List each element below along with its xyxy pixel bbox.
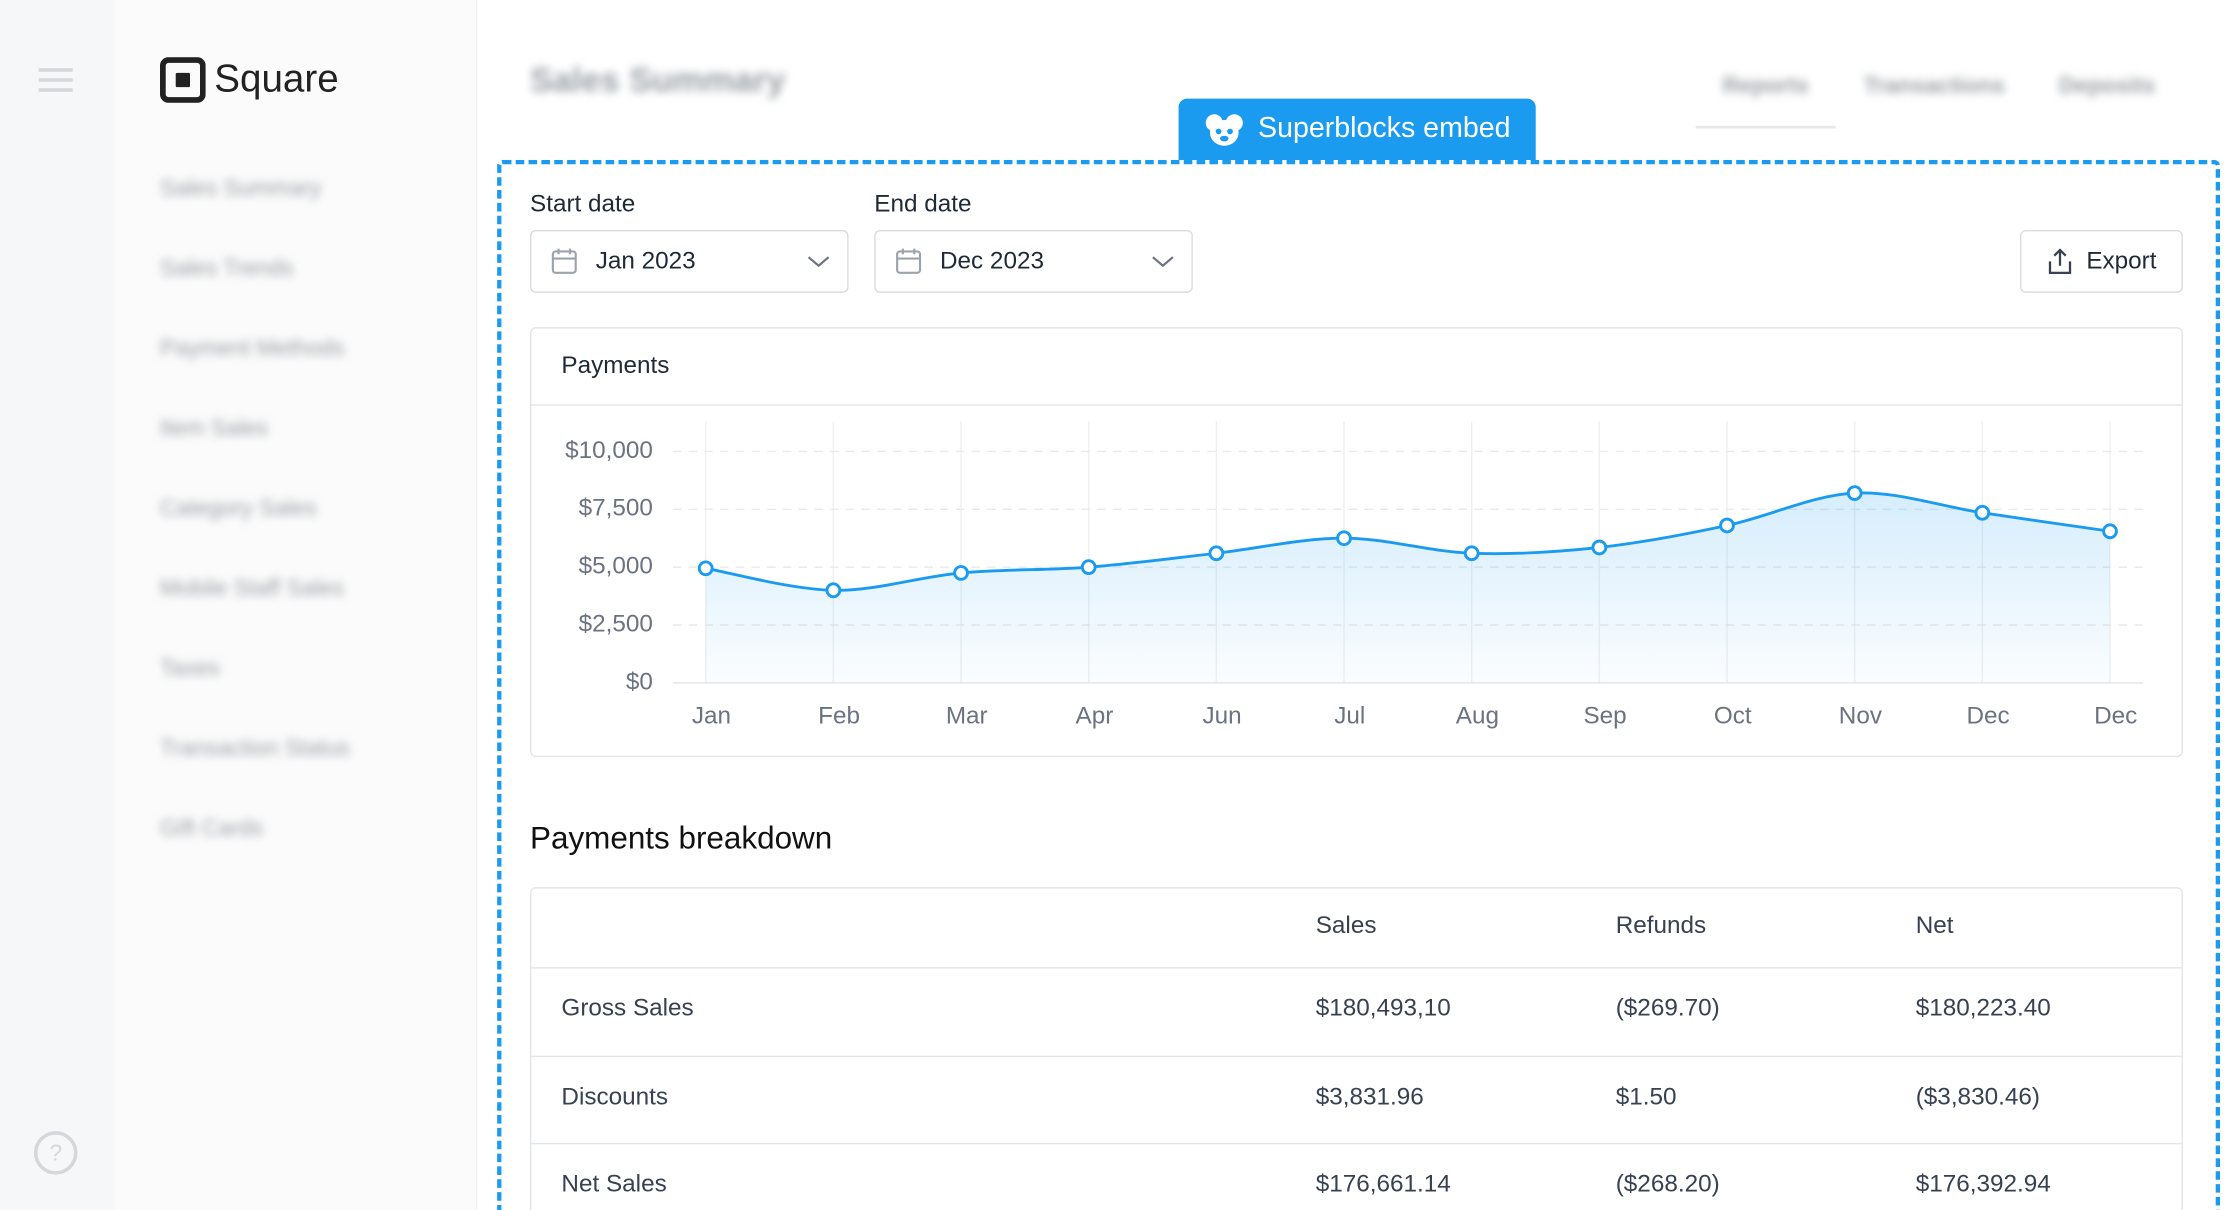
row-divider [531, 1142, 2182, 1145]
x-tick-label: Mar [946, 703, 988, 730]
x-tick-label: Jun [1203, 703, 1242, 730]
x-tick-label: Apr [1076, 703, 1114, 730]
table-cell: $176,661.14 [1315, 1169, 1451, 1198]
area [705, 492, 2110, 683]
table-card [529, 887, 2183, 1210]
icon-rail: ? [0, 0, 115, 1210]
help-icon[interactable]: ? [33, 1130, 79, 1176]
table-cell: Gross Sales [561, 994, 694, 1022]
table-cell: Discounts [561, 1082, 669, 1110]
sidebar-item[interactable]: Payment Methods [159, 337, 345, 362]
embed-frame [497, 159, 2220, 1210]
chevron [1152, 256, 1174, 268]
y-tick-label: $10,000 [565, 437, 653, 464]
x-tick-label: Dec [2094, 703, 2137, 730]
table-cell: $1.50 [1615, 1082, 1677, 1110]
x-tick-label: Dec [1966, 703, 2009, 730]
point [1719, 517, 1735, 534]
x-tick-label: Sep [1583, 703, 1626, 730]
y-tick-label: $0 [626, 668, 653, 695]
table-cell: ($3,830.46) [1915, 1082, 2040, 1110]
field-label: Start date [529, 189, 636, 218]
table-cell: $3,831.96 [1315, 1082, 1424, 1110]
row-divider [531, 1054, 2182, 1057]
page-title: Sales Summary [529, 61, 786, 100]
badge-icon [1205, 113, 1243, 145]
x-tick-label: Aug [1456, 703, 1499, 730]
svg-text:?: ? [49, 1139, 62, 1165]
sidebar-item[interactable]: Item Sales [159, 417, 268, 442]
sidebar-item[interactable]: Transaction Status [159, 737, 350, 762]
sidebar-item[interactable]: Gift Cards [159, 817, 263, 842]
point [1846, 485, 1863, 501]
table-cell: $180,493,10 [1315, 994, 1451, 1022]
sidebar [114, 0, 478, 1210]
tab[interactable]: Transactions [1863, 74, 2005, 99]
start-select[interactable]: Jan 2023 [529, 229, 849, 293]
point [1080, 559, 1097, 575]
sidebar-item[interactable]: Category Sales [159, 497, 317, 522]
point [2102, 523, 2118, 540]
section-title: Payments breakdown [529, 819, 833, 856]
export-label: Export [2086, 247, 2157, 275]
point [697, 560, 714, 577]
y-tick-label: $2,500 [579, 610, 653, 637]
field-label: End date [874, 189, 972, 218]
brand-name: Square [214, 57, 339, 100]
export-button[interactable]: Export [2019, 229, 2183, 293]
embed-badge: Superblocks embed [1178, 98, 1536, 160]
table-cell: ($269.70) [1615, 994, 1720, 1022]
x-tick-label: Oct [1714, 703, 1752, 730]
export-icon [2049, 248, 2072, 274]
column-header: Sales [1315, 911, 1377, 939]
table-cell: $180,223.40 [1915, 994, 2051, 1022]
sidebar-item[interactable]: Sales Summary [159, 177, 322, 202]
badge-label: Superblocks embed [1258, 112, 1511, 145]
menu-icon[interactable] [38, 66, 73, 95]
row-divider [531, 967, 2182, 969]
sidebar-item[interactable]: Taxes [159, 657, 220, 682]
sidebar-item[interactable]: Mobile Staff Sales [159, 577, 344, 602]
point [1463, 545, 1480, 562]
x-tick-label: Feb [818, 703, 860, 730]
point [1591, 539, 1608, 556]
calendar-icon [551, 248, 577, 274]
chart-title: Payments [561, 351, 670, 379]
sidebar-item[interactable]: Sales Trends [159, 257, 294, 282]
y-tick-label: $7,500 [579, 495, 653, 522]
column-header: Net [1915, 911, 1954, 939]
tab-underline [1695, 125, 1836, 129]
chevron [807, 256, 830, 268]
table-cell: ($268.20) [1615, 1169, 1720, 1198]
tab[interactable]: Deposits [2058, 74, 2156, 99]
card-divider [531, 404, 2182, 406]
select-value: Dec 2023 [939, 247, 1044, 275]
y-tick-label: $5,000 [579, 553, 653, 580]
end-select[interactable]: Dec 2023 [874, 229, 1193, 293]
x-tick-label: Jan [692, 703, 731, 730]
point [1208, 545, 1225, 562]
line [705, 491, 2111, 592]
x-tick-label: Jul [1334, 703, 1365, 730]
table-cell: $176,392.94 [1915, 1169, 2051, 1198]
column-header: Refunds [1615, 911, 1707, 939]
point [953, 565, 969, 581]
calendar-icon [896, 248, 922, 274]
brand-logo [160, 57, 206, 103]
x-tick-label: Nov [1839, 703, 1883, 730]
tab[interactable]: Reports [1722, 74, 1809, 99]
table-cell: Net Sales [561, 1169, 667, 1198]
point [825, 582, 842, 599]
select-value: Jan 2023 [595, 247, 696, 275]
point [1974, 504, 1991, 521]
point [1336, 530, 1352, 547]
